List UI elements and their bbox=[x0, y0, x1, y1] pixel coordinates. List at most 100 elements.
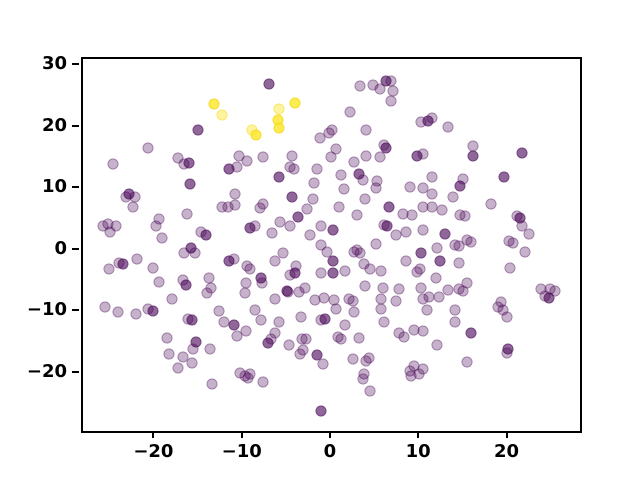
scatter-point bbox=[417, 182, 429, 193]
scatter-point bbox=[442, 284, 454, 296]
scatter-point bbox=[315, 267, 327, 279]
scatter-point bbox=[242, 372, 254, 383]
scatter-point bbox=[208, 98, 220, 110]
scatter-point bbox=[315, 220, 327, 232]
scatter-point bbox=[417, 224, 429, 236]
scatter-point bbox=[348, 306, 360, 318]
scatter-point bbox=[257, 151, 269, 163]
scatter-point bbox=[516, 220, 528, 232]
scatter-point bbox=[147, 305, 159, 316]
scatter-point bbox=[330, 303, 342, 315]
scatter-point bbox=[516, 147, 528, 159]
scatter-point bbox=[398, 331, 410, 343]
scatter-point bbox=[311, 349, 323, 361]
scatter-point bbox=[375, 303, 387, 315]
scatter-point bbox=[319, 313, 331, 324]
scatter-point bbox=[269, 255, 281, 267]
x-tick-mark bbox=[505, 431, 508, 438]
scatter-point bbox=[360, 124, 372, 136]
scatter-point bbox=[426, 201, 438, 213]
x-tick-label: 10 bbox=[405, 441, 431, 462]
scatter-point bbox=[266, 227, 278, 239]
scatter-point bbox=[327, 267, 339, 279]
scatter-point bbox=[103, 263, 115, 275]
y-tick-label: 20 bbox=[41, 114, 67, 136]
scatter-point bbox=[364, 263, 376, 275]
scatter-point bbox=[244, 222, 256, 234]
scatter-point bbox=[439, 228, 451, 240]
scatter-point bbox=[231, 330, 243, 342]
scatter-point bbox=[254, 202, 266, 214]
scatter-point bbox=[354, 80, 366, 92]
scatter-point bbox=[156, 232, 168, 244]
scatter-point bbox=[426, 171, 438, 183]
scatter-point bbox=[467, 150, 479, 162]
scatter-point bbox=[353, 332, 365, 344]
scatter-point bbox=[150, 220, 162, 232]
x-tick-label: 20 bbox=[493, 441, 520, 462]
scatter-point bbox=[206, 378, 218, 390]
y-tick-mark bbox=[72, 186, 79, 189]
scatter-point bbox=[360, 355, 372, 367]
scatter-point bbox=[523, 228, 535, 240]
scatter-point bbox=[375, 265, 387, 277]
scatter-point bbox=[498, 171, 510, 183]
scatter-point bbox=[335, 333, 347, 345]
scatter-point bbox=[311, 163, 323, 175]
scatter-point bbox=[288, 163, 300, 175]
scatter-point bbox=[400, 255, 412, 267]
scatter-point bbox=[104, 226, 115, 238]
scatter-point bbox=[430, 272, 442, 284]
scatter-point bbox=[417, 148, 429, 160]
scatter-point bbox=[289, 97, 301, 109]
scatter-point bbox=[347, 295, 359, 307]
scatter-point bbox=[393, 283, 405, 295]
y-tick-label: 30 bbox=[41, 53, 67, 75]
scatter-point bbox=[380, 142, 392, 154]
scatter-point bbox=[327, 224, 339, 236]
scatter-point bbox=[240, 325, 252, 337]
scatter-point bbox=[351, 209, 363, 221]
scatter-point bbox=[284, 220, 296, 232]
scatter-point bbox=[333, 201, 345, 213]
y-tick-label: 10 bbox=[41, 176, 67, 198]
scatter-point bbox=[317, 358, 329, 370]
scatter-point bbox=[294, 348, 306, 360]
scatter-point bbox=[231, 161, 243, 173]
scatter-point bbox=[421, 304, 433, 316]
scatter-point bbox=[177, 351, 189, 363]
scatter-point bbox=[216, 109, 228, 121]
scatter-point bbox=[286, 191, 298, 203]
scatter-point bbox=[453, 240, 465, 252]
scatter-point bbox=[147, 262, 159, 274]
scatter-point bbox=[263, 78, 275, 90]
scatter-point bbox=[335, 169, 347, 181]
scatter-point bbox=[300, 333, 312, 345]
scatter-point bbox=[543, 292, 555, 304]
scatter-point bbox=[426, 112, 438, 124]
scatter-point bbox=[229, 199, 241, 211]
scatter-point bbox=[408, 324, 420, 336]
scatter-point bbox=[239, 287, 250, 299]
scatter-point bbox=[178, 247, 190, 259]
scatter-point bbox=[257, 376, 269, 388]
scatter-point bbox=[249, 304, 261, 316]
scatter-point bbox=[187, 343, 199, 355]
y-tick-label: −10 bbox=[26, 299, 67, 321]
scatter-point bbox=[457, 285, 469, 297]
scatter-point bbox=[286, 150, 298, 162]
scatter-point bbox=[120, 191, 132, 203]
y-tick-label: −20 bbox=[26, 360, 67, 382]
scatter-point bbox=[192, 124, 204, 136]
x-tick-label: 0 bbox=[323, 441, 337, 462]
scatter-point bbox=[370, 182, 382, 193]
scatter-point bbox=[501, 311, 513, 323]
scatter-point bbox=[465, 327, 476, 339]
scatter-point bbox=[357, 373, 369, 385]
scatter-point bbox=[507, 237, 519, 249]
scatter-point bbox=[166, 293, 178, 305]
scatter-point bbox=[293, 286, 305, 298]
x-tick-mark bbox=[152, 431, 155, 438]
scatter-point bbox=[250, 129, 262, 141]
